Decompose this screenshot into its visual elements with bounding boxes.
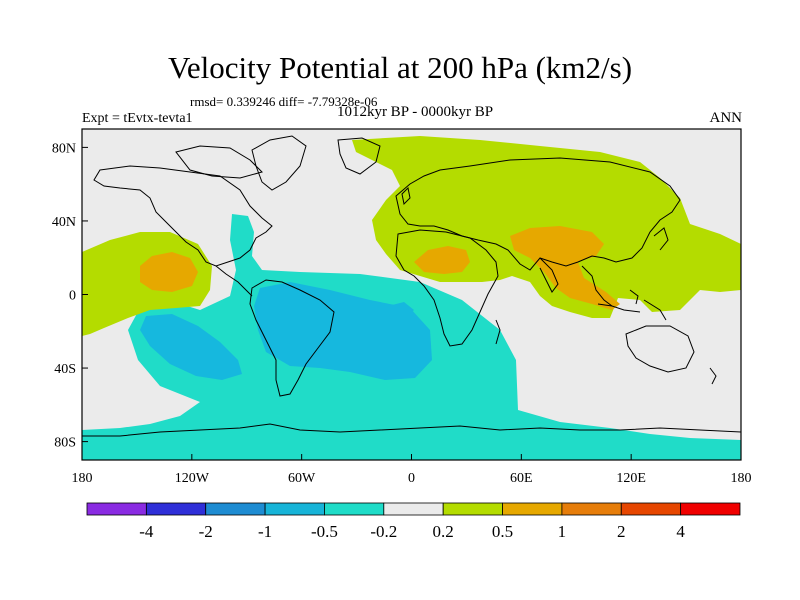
colorbar: -4 -2 -1 -0.5 -0.2 0.2 0.5 1 2 4 [86, 502, 741, 541]
colorbar-box [86, 502, 147, 516]
colorbar-label: 1 [558, 522, 567, 541]
colorbar-label: -2 [199, 522, 213, 541]
region-orange-npacific [140, 252, 198, 292]
y-tick-label: 0 [69, 289, 76, 304]
colorbar-box [264, 502, 325, 516]
colorbar-box [145, 502, 207, 516]
colorbar-box [620, 502, 682, 516]
colorbar-label: -0.5 [311, 522, 338, 541]
colorbar-box [205, 502, 266, 516]
x-tick-label: 180 [72, 471, 93, 486]
colorbar-box [561, 502, 622, 516]
colorbar-box [502, 502, 563, 516]
x-tick-label: 60W [288, 471, 316, 486]
x-tick-label: 120E [616, 471, 646, 486]
colorbar-label: -0.2 [370, 522, 397, 541]
x-tick-label: 180 [731, 471, 752, 486]
y-tick-label: 40S [54, 362, 76, 377]
x-tick-label: 60E [510, 471, 533, 486]
y-axis: 80N 40N 0 40S 80S [52, 141, 88, 451]
colorbar-label: -1 [258, 522, 272, 541]
x-tick-label: 120W [175, 471, 210, 486]
plot-title: Velocity Potential at 200 hPa (km2/s) [167, 50, 633, 85]
colorbar-box [680, 502, 741, 516]
colorbar-box [383, 502, 444, 516]
region-cyan-south-america [254, 282, 432, 380]
colorbar-label: 2 [617, 522, 626, 541]
colorbar-label: 0.2 [433, 522, 454, 541]
region-cyan-pacific [140, 314, 242, 380]
x-axis: 180 120W 60W 0 60E 120E 180 [72, 454, 752, 486]
region-cyan-atlantic-spot [388, 302, 414, 318]
region-orange-africa [414, 246, 470, 274]
x-tick-label: 0 [408, 471, 415, 486]
colorbar-box [442, 502, 503, 516]
colorbar-box [324, 502, 385, 516]
stats-line: rmsd= 0.339246 diff= -7.79328e-06 [190, 94, 378, 109]
y-tick-label: 80S [54, 436, 76, 451]
y-tick-label: 80N [52, 141, 76, 156]
colorbar-label: -4 [139, 522, 154, 541]
contour-fills [82, 135, 741, 460]
season-label: ANN [709, 110, 743, 126]
experiment-label: Expt = tEvtx-tevta1 [82, 111, 193, 126]
colorbar-label: 0.5 [492, 522, 513, 541]
period-label: 1012kyr BP - 0000kyr BP [336, 104, 494, 120]
y-tick-label: 40N [52, 215, 76, 230]
colorbar-label: 4 [676, 522, 685, 541]
coastlines [82, 135, 741, 437]
region-orange-asia [510, 226, 620, 310]
